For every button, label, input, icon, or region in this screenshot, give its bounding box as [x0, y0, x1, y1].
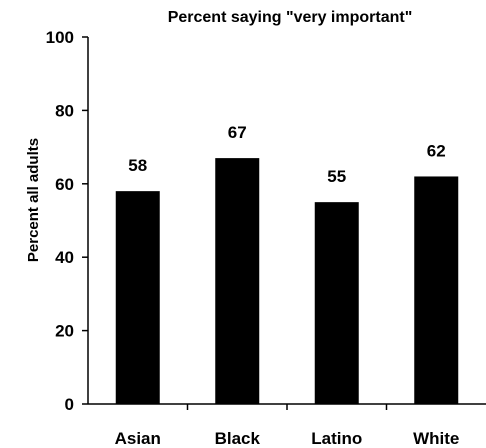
- x-category-label: Latino: [311, 429, 362, 448]
- bar-black: [215, 158, 260, 404]
- y-tick-label: 20: [55, 322, 74, 341]
- y-axis-label: Percent all adults: [25, 138, 42, 262]
- data-label: 62: [427, 141, 446, 160]
- y-tick-label: 100: [46, 28, 74, 47]
- y-tick-label: 60: [55, 175, 74, 194]
- data-label: 67: [228, 123, 247, 142]
- bar-asian: [115, 191, 160, 404]
- y-tick-label: 0: [65, 395, 74, 414]
- y-tick-label: 40: [55, 248, 74, 267]
- data-label: 58: [128, 156, 147, 175]
- data-label: 55: [327, 167, 346, 186]
- x-category-label: Black: [215, 429, 261, 448]
- x-category-label: White: [413, 429, 459, 448]
- y-tick-label: 80: [55, 101, 74, 120]
- chart-title: Percent saying "very important": [168, 9, 413, 26]
- bar-white: [414, 176, 459, 404]
- x-category-label: Asian: [115, 429, 161, 448]
- bar-latino: [314, 202, 359, 404]
